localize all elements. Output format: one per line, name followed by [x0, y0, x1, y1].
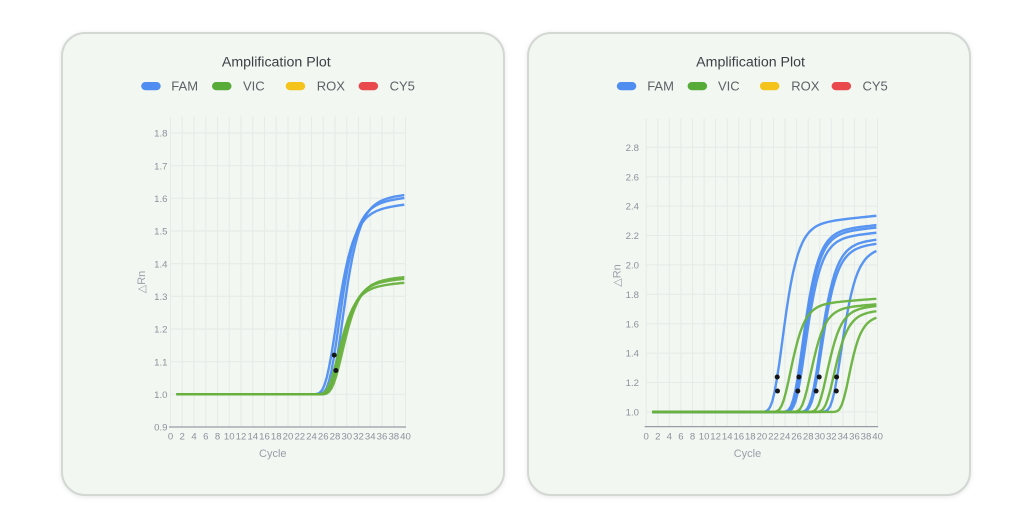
svg-text:6: 6 — [203, 431, 208, 442]
svg-text:1.5: 1.5 — [154, 227, 167, 238]
svg-text:40: 40 — [872, 431, 883, 442]
svg-text:1.6: 1.6 — [626, 319, 639, 330]
svg-text:2: 2 — [655, 431, 660, 442]
svg-text:38: 38 — [388, 431, 399, 442]
svg-text:26: 26 — [318, 431, 329, 442]
svg-text:1.6: 1.6 — [154, 194, 167, 205]
svg-text:1.2: 1.2 — [626, 378, 639, 389]
svg-text:12: 12 — [236, 431, 247, 442]
svg-text:26: 26 — [791, 431, 802, 442]
svg-text:28: 28 — [330, 431, 341, 442]
svg-text:12: 12 — [710, 431, 721, 442]
svg-text:14: 14 — [247, 431, 258, 442]
svg-text:FAM: FAM — [171, 79, 198, 94]
svg-text:40: 40 — [400, 431, 411, 442]
svg-text:36: 36 — [377, 431, 388, 442]
svg-text:14: 14 — [722, 431, 733, 442]
svg-text:2.4: 2.4 — [626, 202, 640, 213]
svg-text:24: 24 — [780, 431, 791, 442]
svg-text:22: 22 — [768, 431, 779, 442]
svg-text:8: 8 — [215, 431, 220, 442]
svg-text:18: 18 — [271, 431, 282, 442]
svg-text:16: 16 — [733, 431, 744, 442]
svg-text:1.1: 1.1 — [154, 357, 167, 368]
svg-text:36: 36 — [849, 431, 860, 442]
svg-text:4: 4 — [667, 431, 673, 442]
svg-text:CY5: CY5 — [863, 79, 888, 94]
svg-text:1.2: 1.2 — [154, 325, 167, 336]
svg-text:1.4: 1.4 — [154, 259, 168, 270]
svg-text:2.2: 2.2 — [626, 231, 639, 242]
svg-text:4: 4 — [191, 431, 197, 442]
svg-text:16: 16 — [259, 431, 270, 442]
svg-text:CY5: CY5 — [390, 79, 415, 94]
svg-text:2.8: 2.8 — [626, 143, 639, 154]
svg-text:0.9: 0.9 — [154, 423, 167, 434]
svg-text:1.0: 1.0 — [626, 408, 639, 419]
svg-text:2: 2 — [180, 431, 185, 442]
svg-text:22: 22 — [294, 431, 305, 442]
svg-text:10: 10 — [224, 431, 235, 442]
svg-text:10: 10 — [699, 431, 710, 442]
svg-text:18: 18 — [745, 431, 756, 442]
svg-text:24: 24 — [306, 431, 317, 442]
svg-text:1.8: 1.8 — [154, 129, 167, 140]
svg-text:30: 30 — [814, 431, 825, 442]
svg-text:2.6: 2.6 — [626, 172, 639, 183]
svg-text:VIC: VIC — [243, 79, 265, 94]
svg-text:0: 0 — [168, 431, 173, 442]
svg-text:28: 28 — [803, 431, 814, 442]
svg-text:FAM: FAM — [647, 79, 674, 94]
svg-text:34: 34 — [365, 431, 376, 442]
svg-text:ROX: ROX — [317, 79, 346, 94]
svg-text:2.0: 2.0 — [626, 261, 639, 272]
svg-text:Amplification Plot: Amplification Plot — [696, 54, 805, 70]
svg-text:1.3: 1.3 — [154, 292, 167, 303]
svg-text:ROX: ROX — [791, 79, 820, 94]
svg-text:8: 8 — [690, 431, 695, 442]
svg-text:32: 32 — [353, 431, 364, 442]
svg-text:1.4: 1.4 — [626, 349, 640, 360]
svg-text:20: 20 — [283, 431, 294, 442]
svg-text:Amplification Plot: Amplification Plot — [222, 54, 331, 70]
svg-text:VIC: VIC — [718, 79, 740, 94]
svg-text:38: 38 — [861, 431, 872, 442]
svg-text:30: 30 — [341, 431, 352, 442]
svg-text:1.8: 1.8 — [626, 290, 639, 301]
svg-text:20: 20 — [757, 431, 768, 442]
svg-text:0: 0 — [644, 431, 649, 442]
svg-text:Cycle: Cycle — [259, 448, 287, 460]
svg-text:32: 32 — [826, 431, 837, 442]
svg-text:1.0: 1.0 — [154, 390, 167, 401]
svg-text:△Rn: △Rn — [612, 264, 624, 287]
svg-text:6: 6 — [678, 431, 683, 442]
svg-text:△Rn: △Rn — [136, 271, 148, 294]
svg-text:Cycle: Cycle — [734, 448, 762, 460]
svg-text:34: 34 — [838, 431, 849, 442]
svg-text:1.7: 1.7 — [154, 161, 167, 172]
